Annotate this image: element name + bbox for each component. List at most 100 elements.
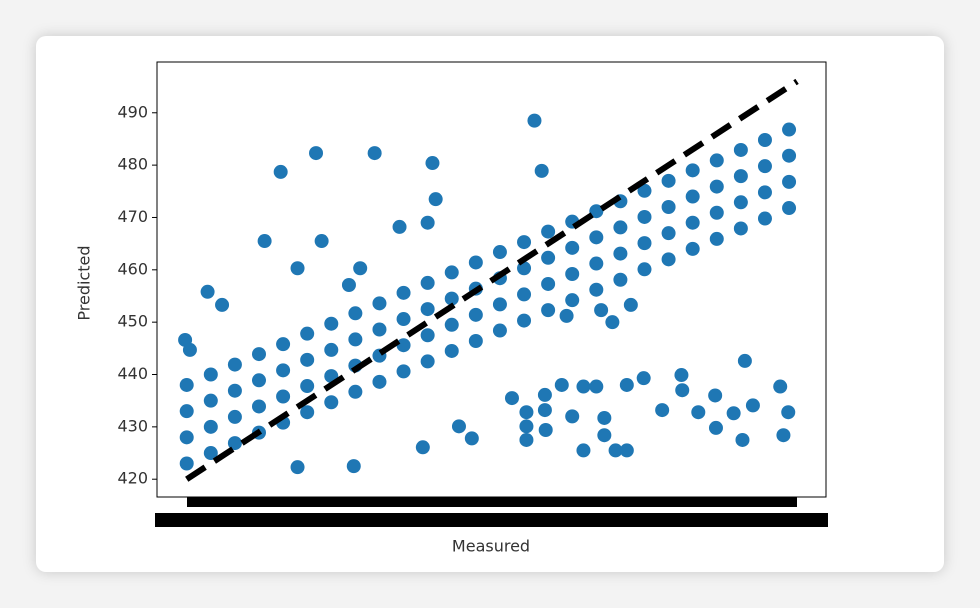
point: [468, 307, 483, 322]
point: [504, 391, 519, 406]
point: [251, 373, 266, 388]
point: [576, 379, 591, 394]
point: [737, 353, 752, 368]
point: [348, 332, 363, 347]
point: [541, 250, 556, 265]
point: [179, 430, 194, 445]
point: [492, 245, 507, 260]
point: [251, 399, 266, 414]
point: [608, 443, 623, 458]
point: [519, 419, 534, 434]
point: [464, 431, 479, 446]
point: [565, 240, 580, 255]
point: [324, 395, 339, 410]
point: [273, 164, 288, 179]
point: [179, 404, 194, 419]
y-tick-label: 420: [117, 469, 148, 488]
point: [425, 156, 440, 171]
point: [251, 347, 266, 362]
point: [276, 363, 291, 378]
point: [594, 303, 609, 318]
point: [685, 163, 700, 178]
point: [661, 226, 676, 241]
point: [637, 183, 652, 198]
point: [691, 405, 706, 420]
point: [444, 291, 459, 306]
point: [353, 261, 368, 276]
point: [589, 204, 604, 219]
point: [203, 393, 218, 408]
point: [733, 142, 748, 157]
point: [420, 302, 435, 317]
point: [537, 387, 552, 402]
y-axis-label: Predicted: [75, 245, 94, 320]
point: [468, 255, 483, 270]
point: [227, 409, 242, 424]
point: [757, 185, 772, 200]
point: [300, 379, 315, 394]
point: [757, 132, 772, 147]
point: [257, 234, 272, 249]
point: [565, 293, 580, 308]
point: [396, 285, 411, 300]
point: [733, 195, 748, 210]
point: [367, 146, 382, 161]
point: [203, 419, 218, 434]
identity-line: [185, 78, 799, 482]
point: [444, 343, 459, 358]
point: [589, 230, 604, 245]
point: [428, 192, 443, 207]
point: [637, 262, 652, 277]
point: [276, 389, 291, 404]
x-tick-labels-overlap: [155, 513, 828, 527]
point: [776, 428, 791, 443]
point: [309, 146, 324, 161]
point: [227, 383, 242, 398]
point: [565, 409, 580, 424]
point: [537, 403, 552, 418]
point: [709, 179, 724, 194]
point: [735, 432, 750, 447]
point: [200, 284, 215, 299]
point: [538, 422, 553, 437]
point: [541, 224, 556, 239]
point: [589, 256, 604, 271]
point: [597, 428, 612, 443]
point: [517, 287, 532, 302]
point: [782, 174, 797, 189]
point: [675, 383, 690, 398]
point: [492, 323, 507, 338]
point: [576, 443, 591, 458]
point: [517, 313, 532, 328]
point: [415, 440, 430, 455]
point: [517, 235, 532, 250]
point: [468, 334, 483, 349]
point: [782, 148, 797, 163]
point: [341, 277, 356, 292]
point: [541, 276, 556, 291]
point: [623, 297, 638, 312]
point: [709, 153, 724, 168]
point: [613, 272, 628, 287]
point: [661, 252, 676, 267]
point: [565, 267, 580, 282]
point: [420, 275, 435, 290]
point: [420, 328, 435, 343]
point: [589, 282, 604, 297]
point: [346, 459, 361, 474]
point: [348, 306, 363, 321]
point: [559, 308, 574, 323]
point: [203, 367, 218, 382]
point: [613, 220, 628, 235]
point: [492, 297, 507, 312]
point: [637, 209, 652, 224]
point: [444, 317, 459, 332]
point: [324, 316, 339, 331]
point: [541, 303, 556, 318]
point: [685, 241, 700, 256]
point: [348, 384, 363, 399]
y-tick-label: 450: [117, 312, 148, 331]
point: [300, 326, 315, 341]
point: [290, 460, 305, 475]
